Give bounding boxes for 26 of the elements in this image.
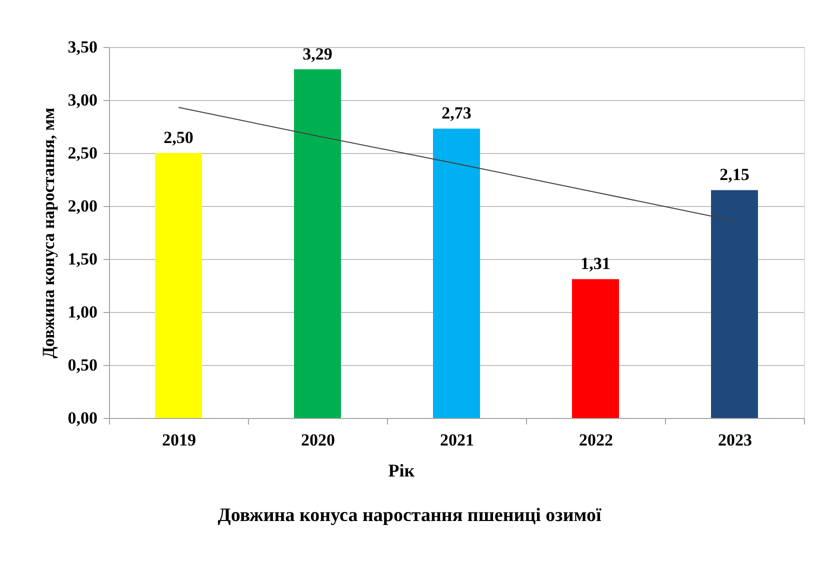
bar (294, 69, 341, 418)
y-tick-label: 2,50 (68, 144, 98, 162)
text: Довжина конуса наростання пшениці озимої (218, 505, 602, 526)
x-tick-label: 2020 (301, 430, 335, 450)
y-axis-title: Довжина конуса наростання, мм (38, 107, 58, 358)
y-tick-label: 1,00 (68, 302, 98, 322)
y-tick-label: 0,00 (68, 408, 98, 428)
data-label: 3,29 (302, 44, 332, 64)
data-label: 2,73 (442, 104, 472, 123)
bar (433, 128, 480, 418)
data-label: 2,15 (720, 165, 750, 184)
y-tick-label: 3,50 (68, 38, 98, 56)
bar (711, 190, 758, 418)
bar (155, 153, 202, 418)
x-axis-title: Рік (388, 460, 416, 480)
y-tick-label: 1,50 (68, 250, 98, 268)
x-tick-label: 2021 (440, 430, 474, 450)
bar (572, 279, 619, 418)
y-tick-label: 0,50 (68, 356, 98, 374)
x-tick-label: 2022 (579, 430, 613, 450)
x-tick-label: 2023 (718, 430, 752, 450)
data-label: 1,31 (580, 254, 610, 274)
x-tick-label: 2019 (162, 430, 196, 450)
data-label: 2,50 (164, 128, 194, 147)
y-tick-label: 3,00 (68, 90, 98, 110)
y-tick-label: 2,00 (68, 196, 98, 216)
